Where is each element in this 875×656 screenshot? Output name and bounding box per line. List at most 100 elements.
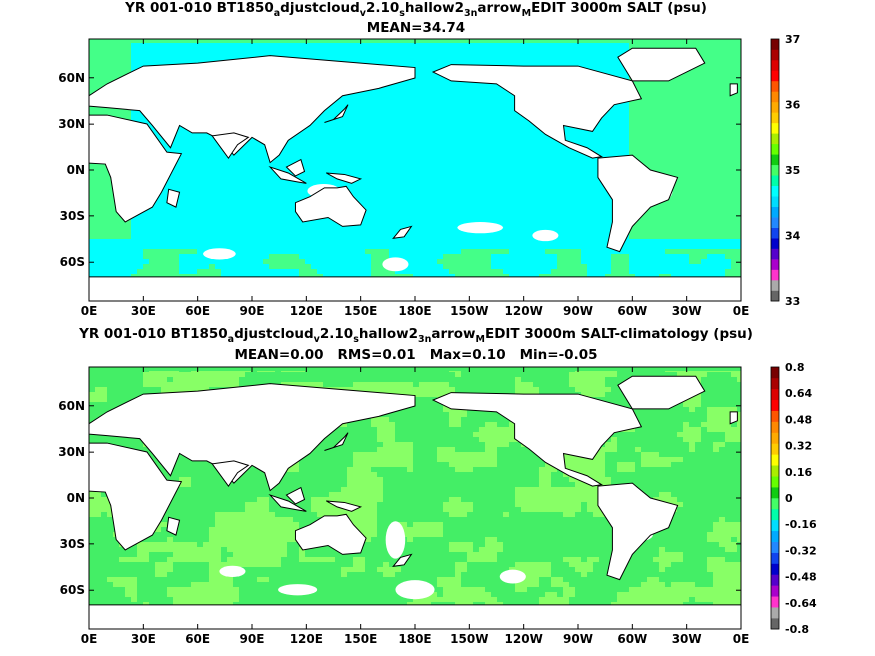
field-cell <box>443 159 450 165</box>
field-cell <box>737 199 741 205</box>
field-cell <box>521 139 528 145</box>
field-cell <box>437 79 444 85</box>
field-cell <box>437 249 444 255</box>
field-cell <box>689 84 696 90</box>
field-cell <box>659 139 666 145</box>
field-cell <box>179 229 186 235</box>
field-cell <box>701 204 708 210</box>
field-cell <box>353 259 360 265</box>
field-cell <box>701 74 708 80</box>
field-cell <box>449 94 456 100</box>
field-cell <box>449 44 456 50</box>
field-cell <box>95 179 102 185</box>
field-cell <box>329 124 336 130</box>
field-cell <box>641 239 648 245</box>
field-cell <box>143 214 150 220</box>
field-cell <box>443 139 450 145</box>
field-cell <box>425 84 432 90</box>
field-cell <box>113 259 120 265</box>
field-cell <box>299 154 306 160</box>
field-cell <box>335 249 342 255</box>
field-cell <box>293 184 300 190</box>
field-cell <box>305 174 312 180</box>
field-cell <box>305 229 312 235</box>
field-cell <box>323 254 330 260</box>
field-cell <box>557 189 564 195</box>
field-cell <box>137 229 144 235</box>
field-cell <box>503 234 510 240</box>
field-cell <box>389 254 396 260</box>
field-cell <box>317 154 324 160</box>
field-cell <box>713 234 720 240</box>
field-cell <box>95 84 102 90</box>
field-cell <box>545 219 552 225</box>
field-cell <box>503 214 510 220</box>
field-cell <box>185 139 192 145</box>
field-cell <box>101 109 108 115</box>
field-cell <box>155 134 162 140</box>
field-cell <box>599 194 606 200</box>
field-cell <box>359 134 366 140</box>
field-cell <box>407 169 414 175</box>
field-cell <box>473 209 480 215</box>
field-cell <box>233 249 240 255</box>
field-cell <box>239 164 246 170</box>
field-cell <box>335 179 342 185</box>
field-cell <box>257 194 264 200</box>
field-cell <box>257 164 264 170</box>
field-cell <box>311 229 318 235</box>
field-cell <box>323 234 330 240</box>
field-cell <box>245 144 252 150</box>
field-cell <box>449 224 456 230</box>
field-cell <box>245 169 252 175</box>
field-cell <box>695 194 702 200</box>
field-cell <box>191 209 198 215</box>
field-cell <box>239 184 246 190</box>
field-cell <box>413 104 420 110</box>
field-cell <box>695 189 702 195</box>
field-cell <box>719 64 726 70</box>
field-cell <box>299 239 306 245</box>
field-cell <box>545 264 552 270</box>
field-cell <box>725 89 732 95</box>
field-cell <box>485 59 492 65</box>
field-cell <box>533 139 540 145</box>
field-cell <box>329 114 336 120</box>
field-cell <box>251 204 258 210</box>
field-cell <box>443 244 450 250</box>
field-cell <box>233 184 240 190</box>
field-cell <box>275 204 282 210</box>
field-cell <box>479 119 486 125</box>
field-cell <box>209 144 216 150</box>
field-cell <box>263 159 270 165</box>
field-cell <box>131 64 138 70</box>
field-cell <box>719 114 726 120</box>
field-cell <box>599 124 606 130</box>
field-cell <box>545 259 552 265</box>
field-cell <box>419 149 426 155</box>
field-cell <box>161 59 168 65</box>
field-cell <box>611 64 618 70</box>
field-cell <box>161 259 168 265</box>
field-cell <box>569 169 576 175</box>
field-cell <box>575 229 582 235</box>
field-cell <box>347 184 354 190</box>
field-cell <box>383 119 390 125</box>
field-cell <box>455 219 462 225</box>
field-cell <box>521 184 528 190</box>
field-cell <box>671 234 678 240</box>
field-cell <box>359 199 366 205</box>
field-cell <box>533 49 540 55</box>
field-cell <box>431 104 438 110</box>
field-cell <box>425 199 432 205</box>
field-cell <box>725 114 732 120</box>
field-cell <box>461 114 468 120</box>
field-cell <box>473 189 480 195</box>
field-cell <box>695 224 702 230</box>
field-cell <box>203 224 210 230</box>
field-cell <box>437 49 444 55</box>
field-cell <box>143 49 150 55</box>
field-cell <box>185 194 192 200</box>
field-cell <box>473 259 480 265</box>
field-cell <box>251 254 258 260</box>
